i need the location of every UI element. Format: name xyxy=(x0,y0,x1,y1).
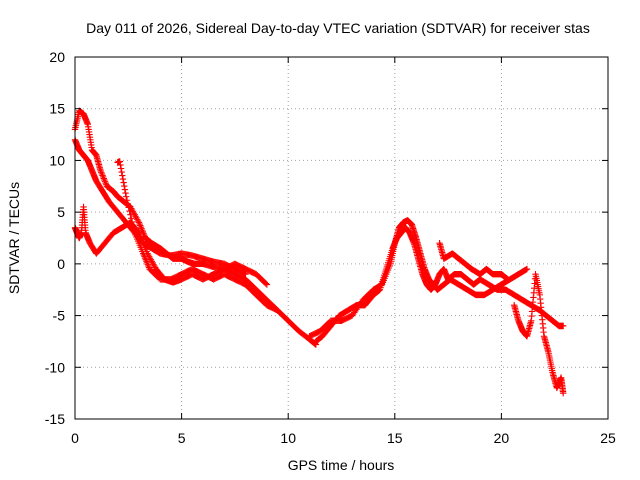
data-point xyxy=(138,225,145,232)
data-point xyxy=(140,250,147,257)
data-point xyxy=(504,276,511,283)
data-point xyxy=(122,193,130,200)
data-point xyxy=(141,253,148,260)
data-point xyxy=(126,207,133,215)
data-point xyxy=(97,167,104,174)
data-point xyxy=(99,173,107,181)
data-point xyxy=(121,182,128,190)
x-tick-label: 20 xyxy=(494,430,510,446)
y-tick-label: 0 xyxy=(57,256,65,272)
y-tick-label: -5 xyxy=(53,308,66,324)
data-point xyxy=(140,251,148,259)
y-tick-label: -10 xyxy=(45,359,65,375)
y-axis-label: SDTVAR / TECUs xyxy=(6,182,22,294)
data-point xyxy=(144,261,151,268)
data-point xyxy=(118,168,125,176)
y-tick-label: -15 xyxy=(45,411,65,427)
data-point xyxy=(137,223,145,231)
data-point xyxy=(121,186,129,193)
data-point xyxy=(98,169,105,176)
data-point xyxy=(101,178,109,185)
data-point xyxy=(141,254,149,262)
x-tick-label: 5 xyxy=(178,430,186,446)
x-tick-label: 15 xyxy=(387,430,403,446)
data-point xyxy=(143,259,151,267)
data-point xyxy=(127,211,134,218)
y-tick-label: 15 xyxy=(49,101,65,117)
data-point xyxy=(142,256,149,263)
data-point xyxy=(560,389,567,397)
data-point xyxy=(120,179,127,186)
data-point xyxy=(130,226,138,233)
data-point xyxy=(262,280,270,287)
data-point xyxy=(125,204,132,211)
data-point xyxy=(119,172,126,179)
data-point xyxy=(136,220,143,228)
data-points xyxy=(71,107,567,397)
data-point xyxy=(99,172,106,179)
x-axis-label: GPS time / hours xyxy=(288,457,395,473)
y-tick-label: 5 xyxy=(57,204,65,220)
data-point xyxy=(101,176,108,184)
data-point xyxy=(263,281,271,288)
data-point xyxy=(135,219,143,226)
data-point xyxy=(122,189,129,197)
data-point xyxy=(137,222,144,229)
data-point xyxy=(119,175,127,183)
chart-title: Day 011 of 2026, Sidereal Day-to-day VTE… xyxy=(86,20,590,36)
plot-frame xyxy=(74,56,609,420)
data-point xyxy=(102,179,109,187)
data-point xyxy=(123,197,131,204)
data-point xyxy=(523,265,531,273)
data-point xyxy=(100,175,107,182)
data-point xyxy=(128,215,135,222)
data-point xyxy=(117,165,125,172)
data-point xyxy=(128,218,136,226)
y-tick-label: 20 xyxy=(49,49,65,65)
data-point xyxy=(134,217,142,225)
data-point xyxy=(117,161,124,169)
data-point xyxy=(143,258,150,265)
data-point xyxy=(274,307,281,314)
x-tick-label: 25 xyxy=(600,430,616,446)
data-point xyxy=(145,262,152,270)
data-point xyxy=(116,158,123,165)
data-point xyxy=(98,170,106,178)
x-tick-label: 10 xyxy=(280,430,296,446)
y-tick-label: 10 xyxy=(49,152,65,168)
data-point xyxy=(129,222,137,229)
data-point xyxy=(560,322,567,330)
axis-ticks: 0 5 10 15 20 25 -15 -10 -5 0 5 10 15 20 xyxy=(45,49,616,446)
data-point xyxy=(124,200,132,208)
grid xyxy=(75,57,608,419)
x-tick-label: 0 xyxy=(71,430,79,446)
